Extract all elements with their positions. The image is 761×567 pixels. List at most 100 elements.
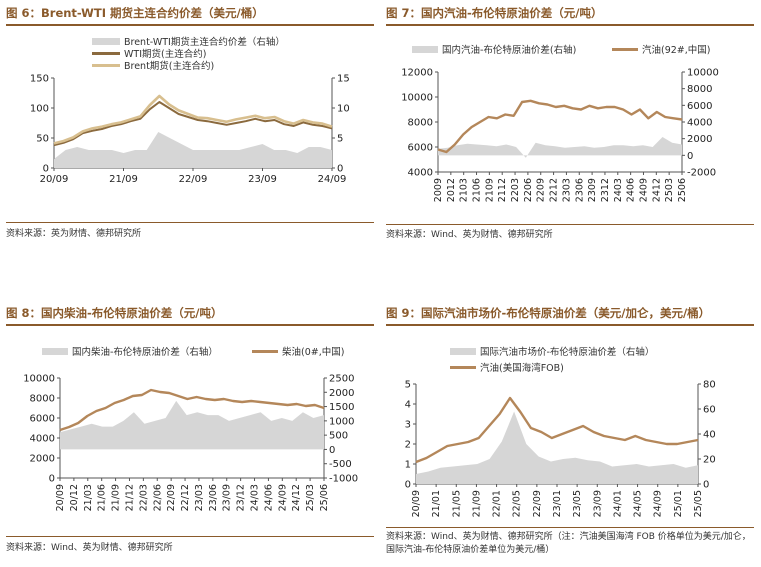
fig8-plot: 0 2000 4000 6000 8000 10000 -1000 -500 0 500 1000 1… [23,374,358,512]
fig9-area-series [416,411,698,484]
fig9-plot: 0 1 2 3 4 5 0 20 40 60 80 20/09 21/01 21/05 21/09 22/01… [405,380,716,518]
fig6-line-series-0 [53,101,333,147]
fig8-xtick-label: 23/12 [236,484,247,511]
fig8-ytick-right-label: 2500 [329,374,354,385]
fig6-ytick-left-label: 150 [30,74,49,85]
fig8-xtick-label: 22/06 [152,484,163,511]
fig8-line-series-0 [59,388,325,432]
fig7-ytick-right-label: 10000 [687,68,719,79]
fig6-ytick-right-label: 0 [337,164,343,175]
fig7-xtick-label: 2206 [523,178,534,202]
fig6-ytick-left-label: 50 [36,134,49,145]
fig7-xtick-label: 2209 [536,178,547,202]
fig8-xtick-label: 21/09 [111,484,122,511]
fig7-xtick-label: 2106 [472,178,483,202]
fig7-ytick-right-label: 6000 [687,101,712,112]
fig8-xtick-label: 23/09 [222,484,233,511]
fig6-legend-label-wti: WTI期货(主连合约) [124,48,206,60]
figure-8-title-rule [6,324,374,326]
fig7-ytick-left-label: 4000 [408,168,433,179]
fig8-xtick-label: 25/03 [305,484,316,511]
fig8-ytick-right-label: 1500 [329,402,354,413]
fig7-line-series-0 [437,99,683,154]
fig9-ytick-left-label: 1 [405,460,411,471]
figure-9-source-rule [386,527,754,528]
fig9-xtick-label: 22/05 [512,490,523,517]
fig7-xtick-label: 2103 [459,178,470,202]
fig7-legend-label-line: 汽油(92#,中国) [642,44,710,56]
fig9-legend-swatch-area [450,348,476,355]
fig8-legend: 国内柴油-布伦特原油价差（右轴） 柴油(0#,中国) [42,346,344,358]
fig9-legend-label-area: 国际汽油市场价-布伦特原油价差（右轴） [480,346,654,358]
fig7-ytick-right-label: 2000 [687,134,712,145]
fig6-plot: 0 50 100 150 0 5 10 15 20/09 21/09 22/09 23/09 24/09 [30,74,350,186]
fig7-plot: 4000 6000 8000 10000 12000 -2000 0 2000 4000 6000… [401,68,719,203]
fig7-xtick-label: 2306 [574,178,585,202]
fig7-xtick-label: 2212 [549,178,560,202]
fig7-xtick-label: 2012 [446,178,457,202]
fig6-legend-swatch-area [92,38,120,45]
fig6-ytick-left-label: 0 [43,164,49,175]
fig6-legend-swatch-wti [92,52,120,55]
fig8-ytick-left-label: 4000 [30,434,55,445]
fig7-xtick-label: 2309 [587,178,598,202]
figure-9-panel: 图 9：国际汽油市场价-布伦特原油价差（美元/加仑，美元/桶） 国际汽油市场价-… [386,302,754,564]
fig6-ytick-right-label: 15 [337,74,350,85]
fig8-xtick-label: 22/12 [180,484,191,511]
fig8-xtick-label: 24/03 [250,484,261,511]
figure-6-panel: 图 6：Brent-WTI 期货主连合约价差（美元/桶） Brent-WTI期货… [6,2,374,242]
figure-8-source-rule [6,536,374,537]
fig9-xtick-label: 24/09 [653,490,664,517]
fig9-xtick-label: 25/01 [673,490,684,517]
fig9-legend-label-line: 汽油(美国海湾FOB) [480,362,564,374]
fig8-ytick-right-label: 2000 [329,388,354,399]
fig9-xtick-label: 21/05 [451,490,462,517]
fig8-legend-label-line: 柴油(0#,中国) [282,346,344,358]
fig9-xtick-label: 24/05 [633,490,644,517]
fig7-ytick-left-label: 8000 [408,118,433,129]
figure-6-source-rule [6,222,374,223]
fig9-legend-swatch-line [450,366,476,369]
fig8-area-series [60,400,324,450]
fig6-xtick-label: 20/09 [40,174,69,185]
fig8-legend-swatch-line [252,350,278,353]
fig8-ytick-right-label: -1000 [329,474,358,485]
figure-8-source: 资料来源：Wind、英为财情、德邦研究所 [6,543,173,553]
fig6-line-series-1 [53,94,333,145]
figure-6-title: 图 6：Brent-WTI 期货主连合约价差（美元/桶） [6,6,264,20]
fig9-xtick-label: 22/09 [532,490,543,517]
fig8-ytick-left-label: 2000 [30,454,55,465]
fig6-xtick-label: 23/09 [248,174,277,185]
fig7-legend-swatch-area [412,46,438,53]
fig9-ytick-right-label: 60 [703,405,716,416]
fig9-ytick-left-label: 4 [405,400,411,411]
fig9-xtick-label: 22/01 [492,490,503,517]
fig8-xtick-label: 24/09 [277,484,288,511]
fig9-xtick-label: 21/01 [431,490,442,517]
fig8-xtick-label: 25/06 [319,484,330,511]
figure-7-chart: 国内汽油-布伦特原油价差(右轴) 汽油(92#,中国) 4000 6000 8000… [401,44,719,203]
fig9-xtick-label: 23/09 [592,490,603,517]
fig9-xtick-label: 25/05 [693,490,704,517]
fig9-ytick-left-label: 3 [405,420,411,431]
fig8-ytick-right-label: 500 [329,431,348,442]
fig9-xtick-label: 23/05 [572,490,583,517]
fig9-legend: 国际汽油市场价-布伦特原油价差（右轴） 汽油(美国海湾FOB) [450,346,654,374]
fig8-xtick-label: 22/03 [138,484,149,511]
fig7-xtick-label: 2506 [677,178,688,202]
fig7-xtick-label: 2503 [664,178,675,202]
figure-7-source: 资料来源：Wind、英为财情、德邦研究所 [386,230,553,240]
fig8-legend-swatch-area [42,348,68,355]
fig7-legend-label-area: 国内汽油-布伦特原油价差(右轴) [442,44,576,56]
fig8-xtick-label: 21/12 [124,484,135,511]
fig6-legend: Brent-WTI期货主连合约价差（右轴） WTI期货(主连合约) Brent期… [92,36,285,72]
fig8-xtick-label: 21/06 [97,484,108,511]
fig8-xtick-label: 24/12 [291,484,302,511]
fig9-ytick-right-label: 0 [703,480,709,491]
fig7-xtick-label: 2409 [638,178,649,202]
figure-9-chart: 国际汽油市场价-布伦特原油价差（右轴） 汽油(美国海湾FOB) 01234502… [405,346,716,518]
fig8-ytick-right-label: 1000 [329,416,354,427]
figure-9-source: 资料来源：Wind、英为财情、德邦研究所（注：汽油美国海湾 FOB 价格单位为美… [386,532,751,555]
fig7-ytick-right-label: 0 [687,151,693,162]
fig6-area-series [54,132,332,168]
